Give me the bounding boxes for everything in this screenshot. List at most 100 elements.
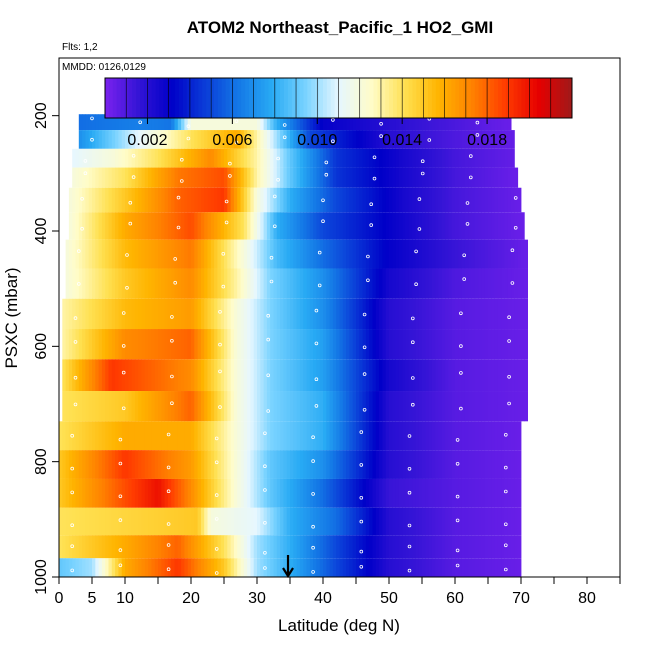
heatmap-cell bbox=[339, 114, 344, 131]
heatmap-cell bbox=[316, 130, 321, 149]
heatmap-cell bbox=[389, 212, 393, 240]
heatmap-cell bbox=[125, 558, 129, 577]
heatmap-cell bbox=[303, 114, 307, 131]
track-marker bbox=[263, 566, 267, 570]
heatmap-cell bbox=[177, 239, 182, 269]
heatmap-cell bbox=[125, 167, 129, 188]
heatmap-cell bbox=[230, 507, 235, 536]
heatmap-cell bbox=[451, 114, 456, 131]
heatmap-cell bbox=[395, 391, 400, 422]
heatmap-cell bbox=[88, 148, 93, 168]
heatmap-cell bbox=[441, 507, 446, 536]
heatmap-cell bbox=[484, 130, 489, 149]
heatmap-cell bbox=[458, 391, 462, 422]
track-marker bbox=[186, 136, 191, 141]
heatmap-cell bbox=[181, 329, 185, 360]
heatmap-cell bbox=[187, 148, 192, 168]
heatmap-cell bbox=[412, 391, 416, 422]
heatmap-cell bbox=[369, 359, 373, 392]
heatmap-cell bbox=[372, 212, 377, 240]
heatmap-cell bbox=[134, 268, 139, 299]
heatmap-cell bbox=[395, 421, 400, 451]
heatmap-cell bbox=[336, 187, 340, 213]
heatmap-cell bbox=[144, 535, 149, 559]
heatmap-cell bbox=[422, 329, 426, 360]
heatmap-cell bbox=[224, 298, 228, 330]
heatmap-cell bbox=[326, 148, 330, 168]
heatmap-cell bbox=[224, 148, 228, 168]
heatmap-cell bbox=[478, 130, 482, 149]
heatmap-cell bbox=[220, 450, 225, 479]
heatmap-cell bbox=[62, 391, 66, 422]
heatmap-cell bbox=[441, 329, 446, 360]
heatmap-cell bbox=[451, 298, 456, 330]
heatmap-cell bbox=[422, 421, 426, 451]
heatmap-cell bbox=[197, 535, 202, 559]
heatmap-cell bbox=[428, 391, 433, 422]
heatmap-cell bbox=[217, 478, 222, 508]
heatmap-cell bbox=[349, 507, 354, 536]
heatmap-cell bbox=[141, 268, 146, 299]
heatmap-row bbox=[59, 535, 522, 559]
heatmap-cell bbox=[207, 478, 212, 508]
track-marker bbox=[407, 490, 412, 495]
heatmap-cell bbox=[200, 298, 205, 330]
heatmap-cell bbox=[501, 391, 505, 422]
heatmap-cell bbox=[474, 130, 479, 149]
heatmap-cell bbox=[280, 507, 284, 536]
heatmap-cell bbox=[431, 268, 436, 299]
heatmap-cell bbox=[237, 130, 241, 149]
heatmap-cell bbox=[214, 421, 218, 451]
heatmap-cell bbox=[415, 507, 420, 536]
heatmap-row bbox=[65, 239, 528, 269]
heatmap-cell bbox=[504, 391, 509, 422]
heatmap-cell bbox=[88, 114, 93, 131]
heatmap-cell bbox=[92, 167, 96, 188]
heatmap-cell bbox=[260, 558, 264, 577]
heatmap-cell bbox=[260, 167, 264, 188]
heatmap-cell bbox=[332, 359, 337, 392]
heatmap-cell bbox=[151, 359, 156, 392]
heatmap-cell bbox=[464, 421, 469, 451]
heatmap-cell bbox=[115, 187, 119, 213]
heatmap-cell bbox=[385, 391, 390, 422]
colorbar-tick-label: 0.014 bbox=[382, 132, 422, 149]
heatmap-cell bbox=[375, 212, 380, 240]
heatmap-cell bbox=[167, 130, 172, 149]
heatmap-cell bbox=[316, 391, 321, 422]
heatmap-cell bbox=[82, 114, 86, 131]
colorbar-swatch bbox=[385, 78, 390, 118]
heatmap-cell bbox=[323, 478, 327, 508]
heatmap-cell bbox=[237, 239, 241, 269]
heatmap-cell bbox=[197, 359, 202, 392]
heatmap-cell bbox=[128, 130, 132, 149]
colorbar-swatch bbox=[213, 78, 219, 118]
heatmap-cell bbox=[428, 187, 433, 213]
heatmap-cell bbox=[88, 507, 93, 536]
heatmap-cell bbox=[464, 329, 469, 360]
heatmap-cell bbox=[227, 114, 231, 131]
heatmap-cell bbox=[283, 507, 288, 536]
heatmap-cell bbox=[497, 450, 502, 479]
heatmap-cell bbox=[184, 329, 189, 360]
heatmap-cell bbox=[428, 212, 433, 240]
heatmap-cell bbox=[425, 478, 429, 508]
heatmap-cell bbox=[455, 421, 459, 451]
heatmap-cell bbox=[438, 268, 443, 299]
heatmap-cell bbox=[250, 114, 255, 131]
heatmap-cell bbox=[98, 391, 103, 422]
colorbar-swatch bbox=[494, 78, 499, 118]
heatmap-cell bbox=[286, 298, 291, 330]
colorbar-swatch bbox=[171, 78, 176, 118]
colorbar-tick-label: 0.010 bbox=[297, 132, 337, 149]
heatmap-cell bbox=[200, 148, 205, 168]
heatmap-cell bbox=[286, 391, 291, 422]
heatmap-cell bbox=[402, 558, 406, 577]
track-marker bbox=[77, 249, 81, 253]
heatmap-cell bbox=[339, 239, 344, 269]
heatmap-cell bbox=[497, 239, 502, 269]
heatmap-cell bbox=[458, 450, 462, 479]
heatmap-cell bbox=[72, 391, 76, 422]
heatmap-cell bbox=[230, 298, 235, 330]
heatmap-cell bbox=[382, 130, 387, 149]
